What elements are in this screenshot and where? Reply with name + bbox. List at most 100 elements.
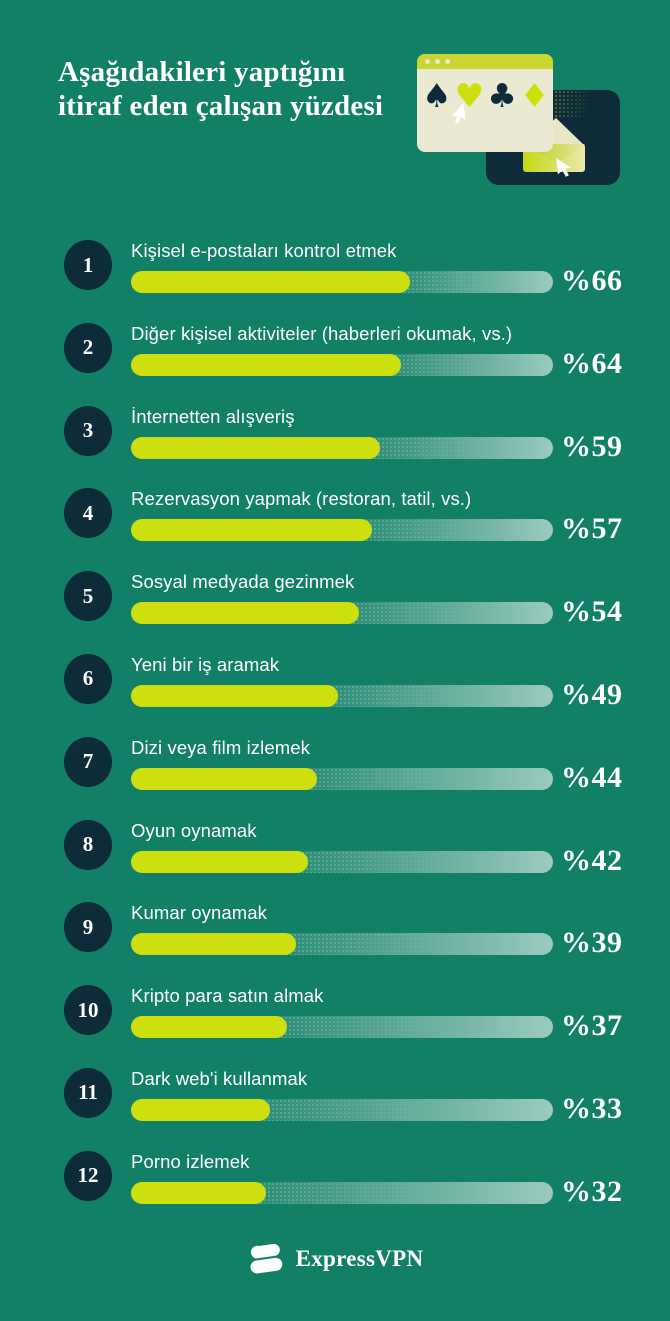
percentage-value: %37 bbox=[561, 1009, 623, 1043]
percentage-value: %57 bbox=[561, 512, 623, 546]
spade-icon: ♠ bbox=[422, 76, 452, 115]
progress-bar bbox=[131, 933, 553, 956]
bar-track bbox=[326, 684, 553, 707]
rank-badge: 9 bbox=[64, 902, 112, 953]
row-label: Oyun oynamak bbox=[131, 819, 257, 841]
progress-bar bbox=[131, 436, 553, 459]
browser-titlebar bbox=[417, 54, 553, 69]
progress-bar bbox=[131, 767, 553, 790]
row-label: Rezervasyon yapmak (restoran, tatil, vs.… bbox=[131, 488, 472, 510]
row-label: Kişisel e-postaları kontrol etmek bbox=[131, 240, 397, 261]
bar-fill bbox=[131, 850, 309, 873]
percentage-value: %64 bbox=[561, 346, 623, 380]
club-icon: ♣ bbox=[487, 76, 517, 115]
cursor-icon bbox=[556, 157, 571, 177]
bar-fill bbox=[131, 1016, 288, 1039]
progress-bar bbox=[131, 353, 553, 376]
rank-badge: 8 bbox=[64, 819, 112, 870]
row-label: Dark web'i kullanmak bbox=[131, 1067, 308, 1089]
progress-bar bbox=[131, 1016, 553, 1039]
chart-row: 6 Yeni bir iş aramak %49 bbox=[0, 653, 670, 738]
row-label: Dizi veya film izlemek bbox=[131, 736, 311, 758]
bar-track bbox=[347, 602, 553, 625]
chart-row: 4 Rezervasyon yapmak (restoran, tatil, v… bbox=[0, 488, 670, 572]
progress-bar bbox=[131, 602, 553, 625]
heart-icon: ♥ bbox=[454, 76, 485, 115]
chart-row: 7 Dizi veya film izlemek %44 bbox=[0, 736, 670, 821]
progress-bar bbox=[131, 271, 553, 293]
rank-badge: 4 bbox=[64, 488, 112, 539]
rank-badge: 1 bbox=[64, 240, 112, 290]
progress-bar bbox=[131, 684, 553, 707]
card-suits: ♠ ♥ ♣ ♦ bbox=[417, 69, 553, 112]
rank-badge: 7 bbox=[64, 736, 112, 787]
row-label: Kumar oynamak bbox=[131, 902, 267, 924]
illustration: ♠ ♥ ♣ ♦ bbox=[417, 54, 657, 204]
chart-row: 11 Dark web'i kullanmak %33 bbox=[0, 1067, 670, 1152]
rank-badge: 11 bbox=[64, 1067, 112, 1118]
bar-track bbox=[368, 436, 553, 459]
bar-track bbox=[398, 271, 553, 293]
percentage-value: %44 bbox=[561, 760, 623, 794]
bar-track bbox=[297, 850, 553, 873]
bar-fill bbox=[131, 767, 317, 790]
browser-window-icon: ♠ ♥ ♣ ♦ bbox=[417, 54, 553, 152]
percentage-value: %39 bbox=[561, 926, 623, 960]
chart-row: 8 Oyun oynamak %42 bbox=[0, 819, 670, 904]
row-label: Yeni bir iş aramak bbox=[131, 653, 280, 675]
rank-badge: 10 bbox=[64, 985, 112, 1036]
bar-track bbox=[259, 1098, 553, 1121]
percentage-value: %54 bbox=[561, 595, 623, 629]
row-label: İnternetten alışveriş bbox=[131, 405, 295, 427]
progress-bar bbox=[131, 850, 553, 873]
rank-badge: 3 bbox=[64, 405, 112, 456]
bar-fill bbox=[131, 684, 338, 707]
row-label: Diğer kişisel aktiviteler (haberleri oku… bbox=[131, 322, 513, 344]
chart-row: 5 Sosyal medyada gezinmek %54 bbox=[0, 571, 670, 655]
percentage-value: %66 bbox=[561, 264, 623, 297]
bar-track bbox=[284, 933, 553, 956]
chart-row: 9 Kumar oynamak %39 bbox=[0, 902, 670, 986]
bar-chart: 1 Kişisel e-postaları kontrol etmek %66 … bbox=[0, 240, 670, 1235]
bar-track bbox=[255, 1181, 553, 1204]
rank-badge: 5 bbox=[64, 571, 112, 622]
diamond-icon: ♦ bbox=[519, 76, 550, 115]
bar-fill bbox=[131, 602, 359, 625]
percentage-value: %49 bbox=[561, 677, 623, 711]
bar-fill bbox=[131, 933, 296, 956]
brand-wordmark: ExpressVPN bbox=[295, 1246, 424, 1271]
footer-logo: ExpressVPN bbox=[0, 1243, 670, 1275]
bar-fill bbox=[131, 353, 402, 376]
expressvpn-logo-icon bbox=[250, 1244, 282, 1274]
chart-row: 10 Kripto para satın almak %37 bbox=[0, 985, 670, 1069]
page-title: Aşağıdakileri yaptığını itiraf eden çalı… bbox=[58, 56, 384, 122]
row-label: Sosyal medyada gezinmek bbox=[131, 571, 355, 593]
bar-track bbox=[276, 1016, 553, 1039]
chart-row: 1 Kişisel e-postaları kontrol etmek %66 bbox=[0, 240, 670, 324]
bar-fill bbox=[131, 271, 410, 293]
progress-bar bbox=[131, 519, 553, 542]
chart-row: 3 İnternetten alışveriş %59 bbox=[0, 405, 670, 490]
bar-fill bbox=[131, 519, 372, 542]
progress-bar bbox=[131, 1098, 553, 1121]
rank-badge: 12 bbox=[64, 1150, 112, 1201]
row-label: Kripto para satın almak bbox=[131, 985, 324, 1007]
rank-badge: 2 bbox=[64, 322, 112, 373]
bar-fill bbox=[131, 1098, 271, 1121]
chart-row: 2 Diğer kişisel aktiviteler (haberleri o… bbox=[0, 322, 670, 407]
rank-badge: 6 bbox=[64, 653, 112, 704]
bar-track bbox=[360, 519, 553, 542]
bar-track bbox=[390, 353, 553, 376]
percentage-value: %32 bbox=[561, 1174, 623, 1208]
bar-fill bbox=[131, 436, 380, 459]
percentage-value: %59 bbox=[561, 429, 623, 463]
progress-bar bbox=[131, 1181, 553, 1204]
bar-track bbox=[305, 767, 553, 790]
cursor-icon bbox=[451, 103, 466, 124]
window-dots-icon bbox=[425, 59, 450, 64]
row-label: Porno izlemek bbox=[131, 1150, 250, 1172]
chart-row: 12 Porno izlemek %32 bbox=[0, 1150, 670, 1235]
bar-fill bbox=[131, 1181, 267, 1204]
percentage-value: %33 bbox=[561, 1091, 623, 1125]
